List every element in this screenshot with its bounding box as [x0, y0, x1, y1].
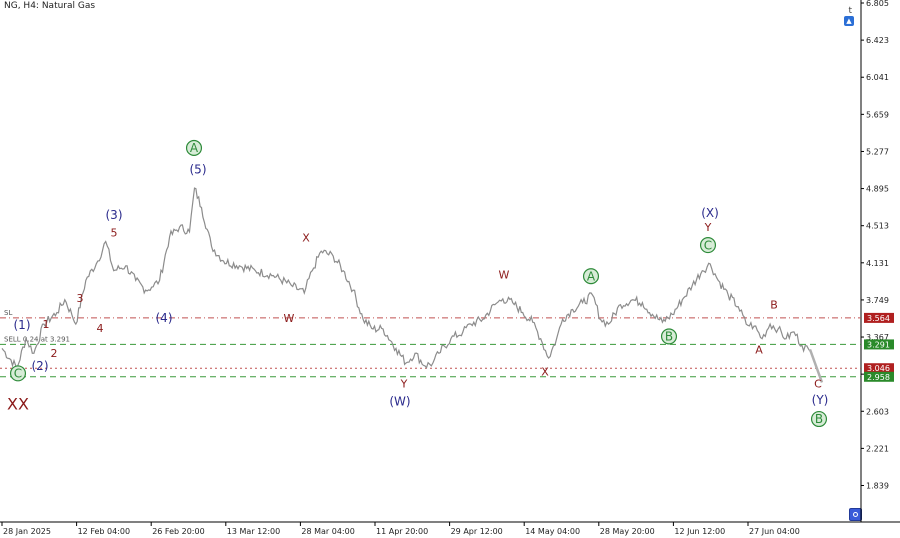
wave-label: 3	[77, 292, 84, 305]
wave-label-circle	[660, 328, 678, 345]
wave-label: W	[499, 268, 510, 281]
price-tag-label: 3.046	[867, 364, 890, 373]
wave-label-circle	[185, 139, 203, 156]
wave-label: 2	[51, 347, 58, 360]
wave-label: X	[302, 232, 310, 245]
x-tick-label: 28 May 20:00	[600, 527, 655, 536]
wave-label: (3)	[106, 208, 123, 222]
x-tick-label: 13 Mar 12:00	[227, 527, 280, 536]
y-tick-label: 6.423	[866, 36, 889, 45]
level-line-label: SELL 0.24 at 3.291	[4, 335, 70, 343]
symbol-label: NG, H4: Natural Gas	[4, 1, 96, 11]
y-tick-label: 4.513	[866, 222, 889, 231]
y-tick-label: 2.603	[866, 407, 889, 416]
wave-label: 1	[43, 318, 50, 331]
x-tick-label: 14 May 04:00	[525, 527, 580, 536]
wave-label: 4	[97, 322, 104, 335]
x-tick-label: 26 Feb 20:00	[152, 527, 204, 536]
price-tag-box	[864, 371, 894, 382]
x-tick-label: 12 Feb 04:00	[78, 527, 130, 536]
settings-icon[interactable]	[849, 508, 862, 521]
y-tick-label: 5.659	[866, 110, 889, 119]
wave-label: C	[814, 377, 822, 390]
x-tick-label: 28 Mar 04:00	[301, 527, 354, 536]
wave-label: A	[190, 141, 199, 155]
wave-label: W	[284, 312, 295, 325]
wave-label-circle	[810, 410, 828, 428]
wave-label: (4)	[156, 311, 173, 325]
x-tick-label: 12 Jun 12:00	[674, 527, 725, 536]
wave-label: XX	[7, 395, 29, 414]
wave-label: (1)	[14, 318, 31, 332]
wave-label: B	[665, 330, 673, 344]
wave-label: B	[770, 299, 778, 312]
forecast-projection-line	[808, 348, 824, 383]
wave-label-circle	[699, 237, 717, 254]
wave-label: (2)	[32, 359, 49, 373]
wave-label: X	[541, 366, 549, 379]
x-tick-label: 27 Jun 04:00	[749, 527, 800, 536]
y-tick-label: 1.839	[866, 482, 889, 491]
wave-label: (W)	[389, 395, 410, 409]
price-tag-label: 3.291	[867, 340, 890, 349]
wave-label: (Y)	[812, 393, 829, 407]
y-tick-label: 5.277	[866, 147, 889, 156]
y-tick-label: 2.221	[866, 444, 889, 453]
wave-label: Y	[400, 377, 408, 390]
wave-label-circle	[582, 268, 600, 285]
trade-panel-icon[interactable]: ▲	[844, 16, 854, 26]
price-tag-label: 2.958	[867, 373, 890, 382]
y-tick-label: 4.131	[866, 259, 889, 268]
wave-label: C	[704, 238, 712, 252]
wave-label: (5)	[190, 163, 207, 177]
price-tag-box	[864, 363, 894, 374]
level-line-label: SL	[4, 309, 12, 317]
price-tag-box	[864, 312, 894, 323]
price-series-line	[1, 187, 811, 370]
y-tick-label: 3.367	[866, 333, 889, 342]
price-tag-box	[864, 339, 894, 350]
x-tick-label: 11 Apr 20:00	[376, 527, 428, 536]
y-tick-label: 6.041	[866, 73, 889, 82]
wave-label: A	[755, 343, 763, 356]
chart-corner-label: t	[848, 6, 852, 16]
wave-label-circle	[9, 365, 27, 382]
wave-label: A	[587, 269, 596, 283]
wave-label: 5	[111, 227, 118, 240]
y-tick-label: 6.805	[866, 0, 889, 8]
x-tick-label: 28 Jan 2025	[3, 527, 51, 536]
x-tick-label: 29 Apr 12:00	[451, 527, 503, 536]
wave-label: B	[815, 412, 823, 426]
y-tick-label: 3.749	[866, 296, 889, 305]
wave-label: (X)	[701, 206, 719, 220]
price-tag-label: 3.564	[867, 314, 890, 323]
y-tick-label: 4.895	[866, 185, 889, 194]
wave-label: Y	[704, 221, 712, 234]
wave-label: C	[14, 367, 22, 381]
